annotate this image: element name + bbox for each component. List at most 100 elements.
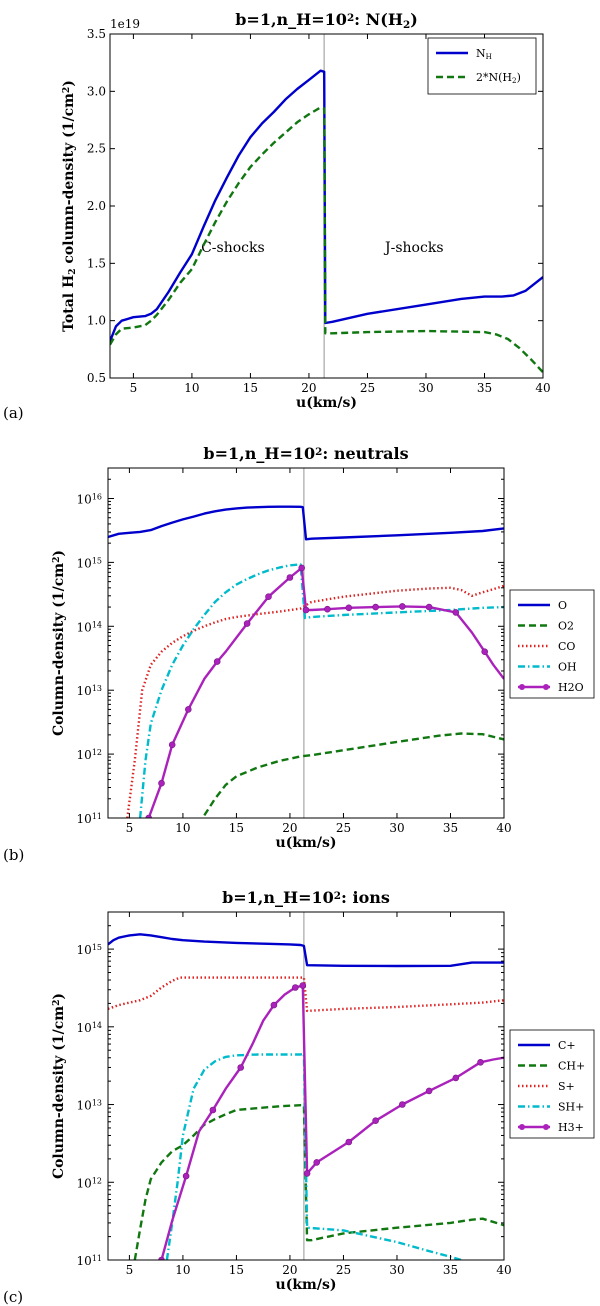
y-axis-label: Column-density (1/cm2)	[51, 993, 67, 1179]
series-line-2-n-h-2-	[110, 106, 543, 374]
legend-label: C+	[558, 1039, 576, 1052]
legend-label: O2	[558, 620, 574, 633]
panel-label: (b)	[3, 846, 24, 864]
series-line-ch-	[133, 1103, 504, 1260]
data-point	[425, 603, 433, 611]
data-point	[302, 606, 310, 614]
legend: C+ CH+ S+ SH+ H3+	[509, 1029, 595, 1139]
x-tick-label: 20	[301, 381, 316, 395]
panel-c: 5 10 15 20 25 30 35 4010111012101310141015b=1,n…	[3, 888, 595, 1306]
chart-title: b=1,n_H=102: neutrals	[203, 444, 408, 463]
x-tick-label: 15	[243, 381, 258, 395]
x-tick-label: 15	[229, 821, 244, 835]
legend-box	[509, 1029, 595, 1139]
x-tick-label: 40	[535, 381, 550, 395]
data-point	[398, 1101, 406, 1108]
data-point	[398, 603, 406, 610]
y-tick-label: 1.5	[87, 256, 106, 270]
x-tick-label: 10	[184, 381, 199, 395]
y-tick-label: 3.0	[87, 84, 106, 98]
y-offset-label: 1e19	[110, 17, 140, 31]
data-point	[372, 603, 379, 611]
legend-label: H3+	[558, 1121, 584, 1134]
data-point	[345, 1138, 353, 1146]
x-axis-label: u(km/s)	[296, 395, 357, 411]
y-tick-label: 1013	[77, 684, 102, 698]
panel-a: C-shocks J-shocks 5 10 15 20 25 30 35 40 0.5 1.0 1.5…	[3, 10, 551, 422]
data-point	[145, 814, 152, 818]
x-tick-label: 35	[443, 1263, 458, 1277]
data-point	[182, 1172, 190, 1180]
legend-label: H2O	[558, 681, 584, 694]
y-tick-label: 1016	[77, 492, 102, 506]
legend-box	[427, 37, 537, 95]
y-tick-label: 1014	[77, 1020, 102, 1034]
series-line-s-	[108, 976, 504, 1013]
data-point	[209, 1106, 217, 1114]
data-point	[243, 620, 251, 627]
chart-title: b=1,n_H=102: ions	[222, 888, 390, 907]
series-line-o2	[203, 732, 504, 817]
legend-label: NH	[476, 47, 492, 61]
chart-title: b=1,n_H=102: N(H2)	[235, 10, 418, 31]
y-tick-label: 1013	[77, 1098, 102, 1112]
data-point	[270, 1001, 278, 1009]
panel-b: 5 10 15 20 25 30 35 40101110121013101410151016b…	[3, 444, 595, 864]
y-tick-label: 1012	[77, 1176, 102, 1190]
data-point	[299, 982, 307, 989]
y-tick-label: 2.0	[87, 199, 106, 213]
annotation-1: J-shocks	[383, 240, 443, 256]
data-point	[286, 574, 294, 581]
series-line-h3-	[160, 984, 504, 1260]
x-axis-label: u(km/s)	[276, 835, 337, 851]
y-tick-label: 1011	[77, 1254, 102, 1268]
x-tick-label: 20	[282, 1263, 297, 1277]
legend-box	[509, 589, 595, 699]
data-point	[481, 648, 489, 656]
data-point	[313, 1159, 321, 1166]
x-tick-label: 20	[282, 821, 297, 835]
y-tick-label: 1015	[77, 556, 102, 570]
data-point	[452, 1074, 460, 1082]
legend-label: CH+	[558, 1060, 585, 1073]
series-line-o	[108, 505, 504, 541]
series-line-h2o	[147, 566, 504, 818]
x-tick-label: 35	[477, 381, 492, 395]
x-tick-label: 35	[443, 821, 458, 835]
data-point	[298, 564, 306, 572]
annotation-0: C-shocks	[201, 240, 265, 256]
series-line-c-	[108, 933, 504, 968]
x-tick-label: 25	[336, 1263, 351, 1277]
data-point	[477, 1059, 484, 1066]
legend-label: O	[558, 599, 567, 612]
legend-label: 2*N(H2)	[476, 71, 521, 85]
data-point	[291, 984, 299, 991]
data-point	[303, 1170, 311, 1177]
axes-frame	[107, 911, 505, 1261]
series-group	[108, 505, 504, 818]
legend-label: OH	[558, 661, 577, 674]
x-tick-label: 40	[496, 1263, 511, 1277]
y-tick-label: 3.5	[87, 27, 106, 41]
data-point	[425, 1087, 433, 1095]
series-line-sh-	[165, 1052, 462, 1260]
x-tick-label: 10	[175, 1263, 190, 1277]
y-axis-label: Total H2 column-density (1/cm2)	[61, 80, 78, 332]
legend-marker	[519, 1124, 525, 1130]
x-tick-label: 5	[126, 821, 134, 835]
panel-label: (a)	[3, 404, 24, 422]
legend-label: SH+	[558, 1101, 584, 1114]
y-tick-label: 1.0	[87, 314, 106, 328]
data-point	[158, 779, 165, 787]
x-tick-label: 30	[389, 1263, 404, 1277]
x-tick-label: 25	[336, 821, 351, 835]
x-tick-label: 5	[126, 1263, 134, 1277]
series-line-n-h	[110, 69, 543, 342]
x-tick-label: 30	[418, 381, 433, 395]
x-tick-label: 10	[175, 821, 190, 835]
legend: NH 2*N(H2)	[427, 37, 537, 95]
y-tick-label: 2.5	[87, 142, 106, 156]
legend-marker	[543, 1124, 549, 1130]
legend-label: CO	[558, 640, 575, 653]
